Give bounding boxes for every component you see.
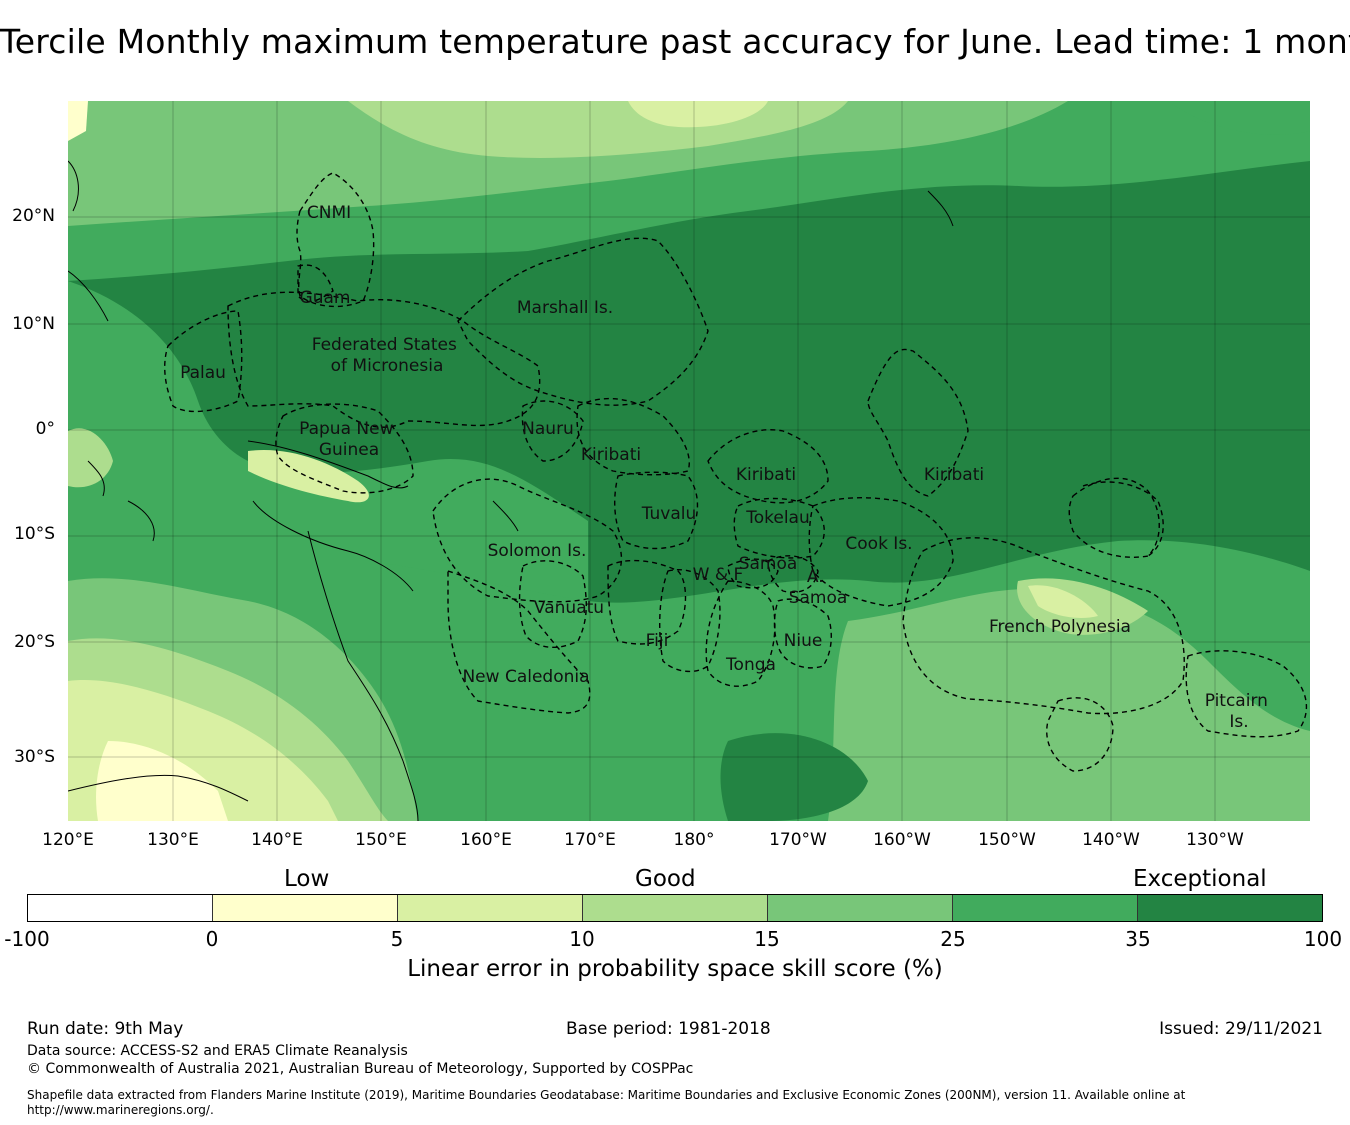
lon-label-130w: 130°W	[1186, 830, 1244, 850]
lat-label-20n: 20°N	[12, 206, 55, 226]
base-period: Base period: 1981-2018	[566, 1019, 771, 1039]
region-label-tuvalu: Tuvalu	[641, 504, 697, 524]
region-label-new-caledonia: New Caledonia	[462, 667, 589, 687]
legend-tick: 0	[205, 927, 219, 951]
lat-label-0: 0°	[35, 419, 55, 439]
region-label-american-samoa: A. Samoa	[789, 567, 848, 608]
region-label-cnmi: CNMI	[307, 203, 351, 223]
region-label-png: Papua New Guinea	[299, 419, 399, 460]
legend-tick: 35	[1125, 927, 1151, 951]
legend-tick: 100	[1303, 927, 1343, 951]
legend-swatch-6	[953, 895, 1138, 921]
lat-label-10s: 10°S	[14, 524, 55, 544]
lat-label-30s: 30°S	[14, 747, 55, 767]
region-label-tokelau: Tokelau	[745, 508, 810, 528]
region-label-fiji: Fiji	[646, 631, 669, 651]
issued-date: Issued: 29/11/2021	[1159, 1019, 1323, 1039]
region-label-vanuatu: Vanuatu	[534, 598, 604, 618]
shapefile-credit-line-1: Shapefile data extracted from Flanders M…	[27, 1088, 1186, 1102]
lon-label-170e: 170°E	[564, 830, 616, 850]
graticule	[68, 101, 1310, 821]
legend-tick: -100	[4, 927, 50, 951]
region-label-cook-islands: Cook Is.	[845, 534, 912, 554]
legend-swatch-1	[28, 895, 213, 921]
shapefile-credit-url: http://www.marineregions.org/.	[27, 1103, 214, 1117]
region-label-solomon-islands: Solomon Is.	[488, 541, 587, 561]
legend-tick: 5	[390, 927, 404, 951]
run-date: Run date: 9th May	[27, 1019, 184, 1039]
legend-swatch-4	[583, 895, 768, 921]
lon-label-180: 180°	[673, 830, 715, 850]
skill-score-map: CNMI Guam Marshall Is. Palau Federated S…	[68, 101, 1310, 821]
lon-label-170w: 170°W	[769, 830, 827, 850]
lon-label-160w: 160°W	[873, 830, 931, 850]
legend-label: Linear error in probability space skill …	[407, 956, 943, 982]
lon-label-160e: 160°E	[460, 830, 512, 850]
legend-swatch-5	[768, 895, 953, 921]
lat-label-10n: 10°N	[12, 314, 55, 334]
region-label-marshall-islands: Marshall Is.	[517, 298, 613, 318]
lon-label-130e: 130°E	[147, 830, 199, 850]
lon-label-140w: 140°W	[1082, 830, 1140, 850]
lon-label-150e: 150°E	[355, 830, 407, 850]
region-labels: CNMI Guam Marshall Is. Palau Federated S…	[180, 203, 1274, 732]
region-label-wallis-futuna: W & F	[693, 565, 744, 585]
region-label-fsm: Federated States of Micronesia	[312, 335, 463, 376]
legend-category-low: Low	[284, 866, 330, 892]
legend-tick: 15	[754, 927, 780, 951]
legend-tick: 10	[569, 927, 595, 951]
legend-tick: 25	[940, 927, 966, 951]
legend-category-good: Good	[635, 866, 696, 892]
legend-swatch-2	[213, 895, 398, 921]
region-label-niue: Niue	[784, 631, 823, 651]
region-label-kiribati-phoenix: Kiribati	[736, 465, 796, 485]
lon-label-140e: 140°E	[251, 830, 303, 850]
legend-swatch-3	[398, 895, 583, 921]
region-label-samoa: Samoa	[739, 554, 798, 574]
lat-label-20s: 20°S	[14, 632, 55, 652]
chart-title: Tercile Monthly maximum temperature past…	[0, 22, 1350, 61]
copyright: © Commonwealth of Australia 2021, Austra…	[27, 1061, 694, 1077]
coastlines	[68, 160, 954, 821]
map-canvas: CNMI Guam Marshall Is. Palau Federated S…	[68, 101, 1310, 821]
region-label-pitcairn-islands: Pitcairn Is.	[1205, 691, 1274, 732]
eez-boundaries	[164, 172, 1308, 772]
region-label-nauru: Nauru	[522, 419, 574, 439]
region-label-french-polynesia: French Polynesia	[989, 617, 1131, 637]
lon-label-120e: 120°E	[42, 830, 94, 850]
region-label-guam: Guam	[300, 288, 351, 308]
region-label-tonga: Tonga	[725, 655, 776, 675]
shapefile-credit: Shapefile data extracted from Flanders M…	[27, 1088, 1327, 1118]
legend-category-exceptional: Exceptional	[1133, 866, 1267, 892]
data-source: Data source: ACCESS-S2 and ERA5 Climate …	[27, 1043, 408, 1059]
region-label-kiribati-gilbert: Kiribati	[581, 445, 641, 465]
legend-colorbar	[27, 894, 1323, 922]
legend-swatch-7	[1138, 895, 1322, 921]
region-label-kiribati-line: Kiribati	[924, 465, 984, 485]
region-label-palau: Palau	[180, 363, 226, 383]
lon-label-150w: 150°W	[978, 830, 1036, 850]
